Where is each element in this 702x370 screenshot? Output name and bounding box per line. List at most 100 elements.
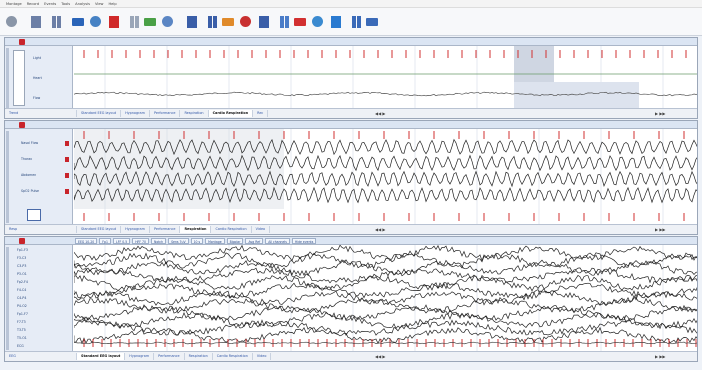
eeg-scroll-right[interactable]: ▶ ▶▶	[655, 354, 666, 359]
doc-bars-icon[interactable]	[202, 14, 217, 29]
eeg-channel-label[interactable]: F7-T3	[17, 320, 26, 324]
drop-icon[interactable]	[142, 14, 157, 29]
eeg-header-field[interactable]: Avg Ref	[245, 237, 264, 244]
tab-respiration[interactable]: Respiration	[180, 226, 212, 233]
eeg-channel-label[interactable]: P4-O2	[17, 304, 27, 308]
eeg-header-field[interactable]: Hide events	[291, 237, 317, 244]
record-icon[interactable]	[106, 14, 121, 29]
flow-icon[interactable]	[310, 14, 325, 29]
tab-cardio-respiration[interactable]: Cardio Respiration	[213, 353, 253, 360]
tab-cardio-respiration[interactable]: Cardio Respiration	[208, 110, 254, 117]
eeg-trace	[74, 282, 697, 299]
target-icon[interactable]	[124, 14, 139, 29]
flame-icon[interactable]	[292, 14, 307, 29]
respiration-scrollbar[interactable]	[6, 131, 9, 223]
tab-performance[interactable]: Performance	[154, 353, 185, 360]
eeg-channel-label[interactable]: P3-O1	[17, 272, 27, 276]
respiration-pane: Nasal Flow Thorax Abdomen SpO2 Pulse Resp S…	[4, 120, 698, 235]
bars-icon[interactable]	[220, 14, 235, 29]
trend-scroll-left[interactable]: ◀◀ ▶	[375, 111, 386, 116]
eeg-header-field[interactable]: EEG 10-20	[75, 237, 98, 244]
bar-chart-icon[interactable]	[70, 14, 85, 29]
menu-item-5[interactable]: View	[94, 1, 104, 6]
tab-cardio-respiration[interactable]: Cardio Respiration	[211, 226, 252, 233]
menu-item-6[interactable]: Help	[108, 1, 117, 6]
tab-respiration[interactable]: Respiration	[180, 110, 209, 117]
tab-video[interactable]: Video	[253, 353, 272, 360]
tab-performance[interactable]: Performance	[150, 110, 181, 117]
eeg-header-field[interactable]: All channels	[265, 237, 290, 244]
respiration-close-button[interactable]	[19, 122, 25, 128]
bars-red-icon[interactable]	[238, 14, 253, 29]
eeg-header-field[interactable]: Bipolar	[226, 237, 244, 244]
eeg-plot[interactable]	[74, 245, 697, 353]
menu-item-3[interactable]: Tools	[61, 1, 71, 6]
columns-icon[interactable]	[184, 14, 199, 29]
tab-standard-eeg-layout[interactable]: Standard EEG layout	[77, 353, 126, 360]
tab-hypnogram[interactable]: Hypnogram	[125, 353, 155, 360]
eeg-channel-label[interactable]: C3-P3	[17, 264, 27, 268]
eeg-channel-label[interactable]: T5-O1	[17, 336, 27, 340]
trend-plot[interactable]	[74, 46, 697, 110]
channel-label[interactable]: Thorax	[21, 157, 33, 161]
eeg-channel-label[interactable]: Fp2-F4	[17, 280, 28, 284]
menu-item-2[interactable]: Events	[44, 1, 57, 6]
eeg-trace	[74, 245, 697, 262]
eeg-header-field[interactable]: Notch	[151, 237, 167, 244]
tab-rec[interactable]: Rec	[253, 110, 269, 117]
eeg-header-field[interactable]: LFF 0.5	[113, 237, 131, 244]
trend-plot-svg	[74, 46, 697, 110]
eeg-channel-label[interactable]: ECG	[17, 344, 24, 348]
respiration-plot[interactable]	[74, 129, 697, 226]
tab-hypnogram[interactable]: Hypnogram	[121, 110, 150, 117]
channel-label[interactable]: Abdomen	[21, 173, 37, 177]
respiration-scroll-right[interactable]: ▶ ▶▶	[655, 227, 666, 232]
eeg-trace	[74, 304, 697, 322]
eeg-channel-label[interactable]: Fp1-F7	[17, 312, 28, 316]
eeg-channel-label[interactable]: C4-P4	[17, 296, 27, 300]
tab-standard-eeg-layout[interactable]: Standard EEG layout	[77, 226, 122, 233]
eeg-channel-label[interactable]: Fp1-F3	[17, 248, 28, 252]
tab-standard-eeg-layout[interactable]: Standard EEG layout	[77, 110, 122, 117]
split-icon[interactable]	[256, 14, 271, 29]
grid-icon[interactable]	[274, 14, 289, 29]
eeg-header-field[interactable]: 10 s	[190, 237, 204, 244]
circle-gear-icon[interactable]	[4, 14, 19, 29]
channel-label[interactable]: SpO2 Pulse	[21, 189, 39, 193]
eeg-plot-svg	[74, 245, 697, 353]
trend-scrollbar[interactable]	[6, 48, 9, 108]
tab-hypnogram[interactable]: Hypnogram	[121, 226, 150, 233]
respiration-pane-header	[5, 121, 697, 129]
network-icon[interactable]	[328, 14, 343, 29]
eeg-close-button[interactable]	[19, 238, 25, 244]
trend-gain-box[interactable]	[13, 50, 25, 106]
eeg-header-field[interactable]: Sens 7uV	[168, 237, 189, 244]
selection-region[interactable]	[514, 82, 639, 110]
tab-respiration[interactable]: Respiration	[185, 353, 213, 360]
respiration-scroll-left[interactable]: ◀◀ ▶	[375, 227, 386, 232]
eeg-channel-label[interactable]: F4-C4	[17, 288, 27, 292]
trend-pane-header	[5, 38, 697, 46]
tab-performance[interactable]: Performance	[150, 226, 181, 233]
menu-item-4[interactable]: Analysis	[75, 1, 90, 6]
eeg-channel-label[interactable]: F3-C3	[17, 256, 27, 260]
trend-close-button[interactable]	[19, 39, 25, 45]
eeg-header-field[interactable]: Montage	[205, 237, 225, 244]
eeg-scroll-left[interactable]: ◀◀ ▶	[375, 354, 386, 359]
channel-label[interactable]: Nasal Flow	[21, 141, 39, 145]
panes-icon[interactable]	[28, 14, 43, 29]
trash-icon[interactable]	[160, 14, 175, 29]
eeg-header-field[interactable]: HFF 70	[132, 237, 149, 244]
eeg-scrollbar[interactable]	[6, 247, 9, 350]
trend-scroll-right[interactable]: ▶ ▶▶	[655, 111, 666, 116]
layout-icon[interactable]	[46, 14, 61, 29]
sparkle-icon[interactable]	[88, 14, 103, 29]
chart-lines-icon[interactable]	[346, 14, 361, 29]
eeg-channel-label[interactable]: T3-T5	[17, 328, 26, 332]
eeg-header-field[interactable]: Fp1	[99, 237, 111, 244]
menu-item-0[interactable]: Montage	[6, 1, 22, 6]
tab-video[interactable]: Video	[252, 226, 271, 233]
menu-item-1[interactable]: Record	[26, 1, 40, 6]
wave-icon[interactable]	[364, 14, 379, 29]
respiration-gain-box[interactable]	[27, 209, 41, 221]
